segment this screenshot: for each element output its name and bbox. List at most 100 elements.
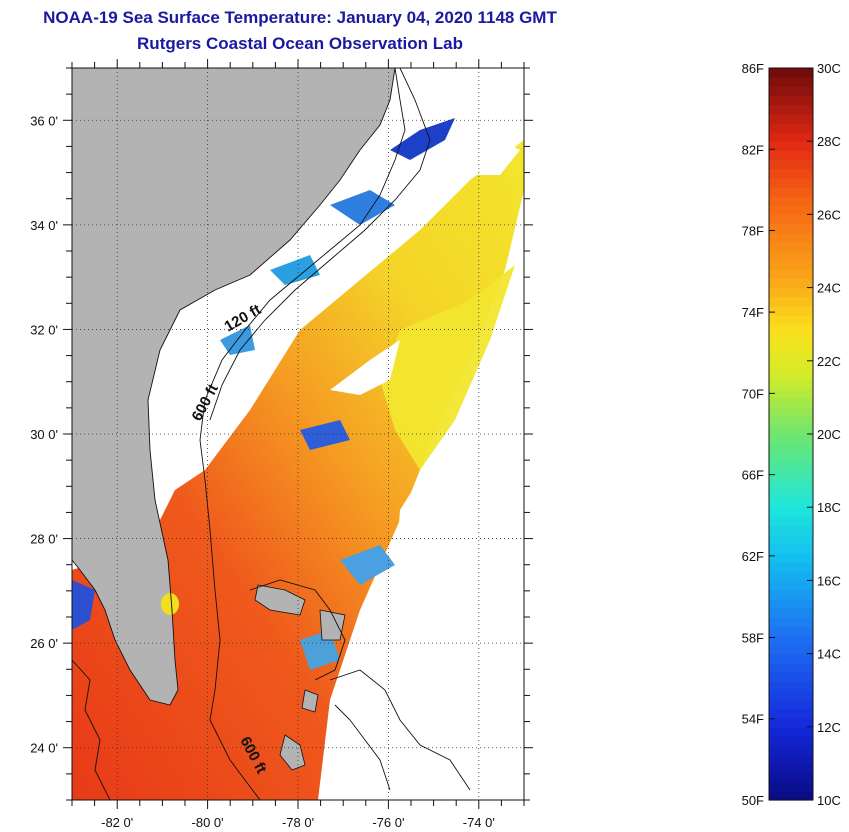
- colorbar-band: [769, 735, 813, 746]
- colorbar-label-f: 62F: [742, 549, 764, 564]
- colorbar-label-f: 54F: [742, 712, 764, 727]
- colorbar-label-f: 58F: [742, 630, 764, 645]
- colorbar-band: [769, 754, 813, 764]
- colorbar-band: [769, 296, 813, 307]
- colorbar-band: [769, 726, 813, 737]
- longitude-labels: -82 0' -80 0' -78 0' -76 0' -74 0': [101, 815, 495, 830]
- colorbar-band: [769, 488, 813, 499]
- colorbar-label-f: 82F: [742, 142, 764, 157]
- colorbar-band: [769, 369, 813, 380]
- colorbar-label-c: 28C: [817, 134, 841, 149]
- colorbar-band: [769, 132, 813, 142]
- colorbar-label-c: 16C: [817, 573, 841, 588]
- colorbar-band: [769, 699, 813, 710]
- colorbar-bands: [769, 68, 813, 801]
- colorbar-band: [769, 150, 813, 161]
- latitude-label: 36 0': [30, 113, 58, 128]
- colorbar-band: [769, 470, 813, 481]
- colorbar-band: [769, 251, 813, 261]
- colorbar-celsius-labels: 30C 28C 26C 24C 22C 20C 18C 16C 14C 12C 10C: [817, 61, 841, 808]
- latitude-label: 34 0': [30, 218, 58, 233]
- colorbar-label-f: 66F: [742, 468, 764, 483]
- colorbar-band: [769, 104, 813, 115]
- colorbar-label-c: 22C: [817, 354, 841, 369]
- colorbar-band: [769, 662, 813, 673]
- colorbar-band: [769, 571, 813, 581]
- colorbar-ticks: [769, 67, 813, 801]
- colorbar-band: [769, 351, 813, 362]
- colorbar-band: [769, 763, 813, 774]
- colorbar-band: [769, 635, 813, 646]
- colorbar-band: [769, 113, 813, 124]
- colorbar-band: [769, 562, 813, 572]
- colorbar-band: [769, 516, 813, 527]
- latitude-label: 32 0': [30, 322, 58, 337]
- sst-swath: [72, 140, 524, 800]
- colorbar-label-c: 26C: [817, 207, 841, 222]
- colorbar-band: [769, 479, 813, 490]
- colorbar-band: [769, 598, 813, 609]
- colorbar-band: [769, 617, 813, 627]
- colorbar-band: [769, 95, 813, 106]
- colorbar-band: [769, 626, 813, 636]
- latitude-label: 30 0': [30, 427, 58, 442]
- colorbar-band: [769, 196, 813, 206]
- colorbar-band: [769, 278, 813, 289]
- colorbar-band: [769, 443, 813, 453]
- colorbar-band: [769, 315, 813, 325]
- colorbar-band: [769, 690, 813, 700]
- colorbar-band: [769, 461, 813, 472]
- colorbar-band: [769, 305, 813, 316]
- colorbar-band: [769, 241, 813, 252]
- land-mass: [72, 68, 395, 705]
- colorbar-label-c: 14C: [817, 647, 841, 662]
- sst-yellow-band: [380, 265, 515, 470]
- colorbar-band: [769, 552, 813, 563]
- colorbar-band: [769, 653, 813, 664]
- colorbar-band: [769, 260, 813, 270]
- colorbar-label-f: 78F: [742, 224, 764, 239]
- colorbar-band: [769, 269, 813, 280]
- colorbar-band: [769, 223, 813, 234]
- map-subtitle: Rutgers Coastal Ocean Observation Lab: [137, 34, 463, 53]
- colorbar-fahrenheit-labels: 86F 82F 78F 74F 70F 66F 62F 58F 54F 50F: [742, 61, 764, 808]
- colorbar-band: [769, 333, 813, 344]
- colorbar-band: [769, 214, 813, 225]
- colorbar-band: [769, 177, 813, 188]
- colorbar-band: [769, 406, 813, 417]
- colorbar-band: [769, 186, 813, 197]
- colorbar-label-c: 30C: [817, 61, 841, 76]
- temperature-colorbar: 86F 82F 78F 74F 70F 66F 62F 58F 54F 50F 30C 28C 26C…: [742, 61, 841, 808]
- colorbar-band: [769, 790, 813, 801]
- colorbar-band: [769, 580, 813, 591]
- colorbar-band: [769, 287, 813, 298]
- latitude-label: 26 0': [30, 636, 58, 651]
- colorbar-band: [769, 205, 813, 215]
- graticule: [72, 68, 524, 800]
- colorbar-label-f: 70F: [742, 386, 764, 401]
- colorbar-label-c: 12C: [817, 720, 841, 735]
- map-title: NOAA-19 Sea Surface Temperature: January…: [43, 8, 557, 27]
- longitude-label: -74 0': [463, 815, 495, 830]
- colorbar-band: [769, 397, 813, 408]
- colorbar-band: [769, 498, 813, 508]
- colorbar-band: [769, 745, 813, 755]
- colorbar-band: [769, 168, 813, 179]
- colorbar-label-c: 24C: [817, 281, 841, 296]
- colorbar-band: [769, 543, 813, 554]
- colorbar-label-c: 10C: [817, 793, 841, 808]
- colorbar-label-c: 20C: [817, 427, 841, 442]
- colorbar-band: [769, 159, 813, 170]
- colorbar-band: [769, 434, 813, 444]
- bahamas-islands: [161, 584, 346, 771]
- colorbar-label-f: 74F: [742, 305, 764, 320]
- colorbar-band: [769, 644, 813, 655]
- colorbar-band: [769, 77, 813, 87]
- latitude-label: 24 0': [30, 741, 58, 756]
- colorbar-band: [769, 717, 813, 728]
- colorbar-label-f: 86F: [742, 61, 764, 76]
- colorbar-band: [769, 781, 813, 792]
- colorbar-band: [769, 68, 813, 78]
- longitude-label: -78 0': [282, 815, 314, 830]
